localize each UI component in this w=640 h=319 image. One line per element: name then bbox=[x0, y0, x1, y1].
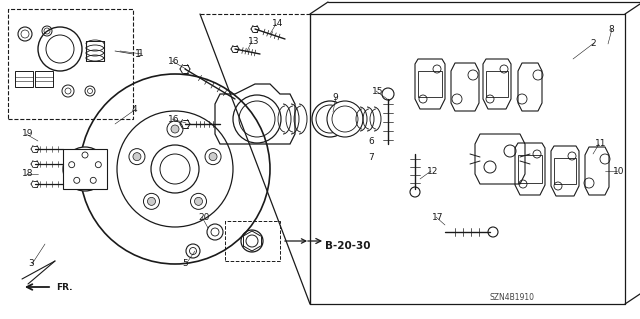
Bar bbox=[63, 149, 107, 189]
Text: 17: 17 bbox=[432, 212, 444, 221]
Text: 18: 18 bbox=[22, 169, 33, 179]
Text: 7: 7 bbox=[368, 152, 374, 161]
Text: 1: 1 bbox=[135, 49, 141, 59]
Text: 1: 1 bbox=[138, 49, 144, 58]
Text: 15: 15 bbox=[372, 86, 383, 95]
Bar bbox=[8, 9, 133, 119]
Text: SZN4B1910: SZN4B1910 bbox=[490, 293, 535, 301]
Circle shape bbox=[147, 197, 156, 205]
Circle shape bbox=[133, 152, 141, 161]
Circle shape bbox=[327, 101, 363, 137]
Text: 19: 19 bbox=[22, 130, 33, 138]
Text: 9: 9 bbox=[332, 93, 338, 101]
Text: FR.: FR. bbox=[56, 283, 72, 292]
Circle shape bbox=[171, 125, 179, 133]
Circle shape bbox=[209, 152, 217, 161]
Text: 11: 11 bbox=[595, 139, 607, 149]
Bar bbox=[554, 158, 576, 184]
Bar bbox=[518, 155, 542, 183]
Text: 5: 5 bbox=[182, 259, 188, 269]
Circle shape bbox=[312, 101, 348, 137]
Bar bbox=[225, 221, 280, 261]
Text: 16: 16 bbox=[168, 56, 179, 65]
Text: 12: 12 bbox=[427, 167, 438, 175]
Text: 14: 14 bbox=[272, 19, 284, 28]
Text: 10: 10 bbox=[613, 167, 625, 175]
Text: B-20-30: B-20-30 bbox=[325, 241, 371, 251]
Text: 6: 6 bbox=[368, 137, 374, 145]
Text: 13: 13 bbox=[248, 36, 259, 46]
Text: 3: 3 bbox=[28, 259, 34, 269]
Bar bbox=[418, 71, 442, 97]
Circle shape bbox=[63, 147, 107, 191]
Text: 20: 20 bbox=[198, 212, 209, 221]
Bar bbox=[486, 71, 508, 97]
Text: 8: 8 bbox=[608, 25, 614, 33]
Circle shape bbox=[195, 197, 202, 205]
Text: 16: 16 bbox=[168, 115, 179, 123]
Text: 4: 4 bbox=[132, 105, 138, 114]
Polygon shape bbox=[215, 84, 295, 144]
Text: 2: 2 bbox=[590, 39, 596, 48]
Circle shape bbox=[233, 95, 281, 143]
